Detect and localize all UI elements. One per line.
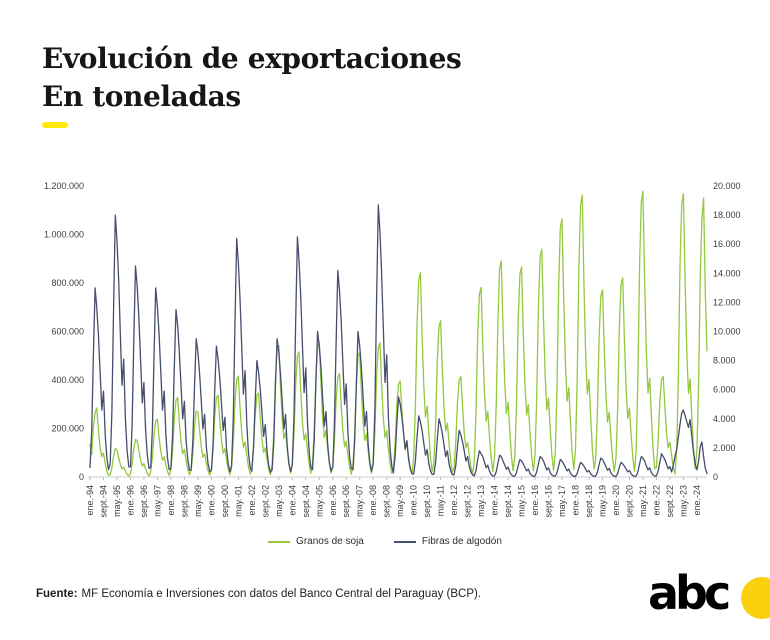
y-right-tick-label: 6.000 xyxy=(713,385,736,395)
y-right-tick-label: 10.000 xyxy=(713,327,741,337)
x-tick-label: sept.-14 xyxy=(503,485,513,518)
y-right-tick-label: 0 xyxy=(713,472,718,482)
chart-legend: Granos de soja Fibras de algodón xyxy=(0,536,770,547)
y-right-tick-label: 2.000 xyxy=(713,443,736,453)
x-tick-label: may.-01 xyxy=(233,485,243,517)
algodon-line xyxy=(89,204,708,478)
x-tick-label: ene.-18 xyxy=(571,485,581,516)
y-left-tick-label: 0 xyxy=(79,472,84,482)
x-tick-label: sept.-04 xyxy=(301,485,311,518)
x-tick-label: sept.-18 xyxy=(584,485,594,518)
y-left-tick-label: 200.000 xyxy=(51,424,84,434)
x-tick-label: sept.-06 xyxy=(341,485,351,518)
abc-logo-text: abc xyxy=(648,566,731,620)
y-left-tick-label: 1.200.000 xyxy=(44,181,84,191)
legend-item-algodon: Fibras de algodón xyxy=(393,536,502,547)
x-tick-label: may.-21 xyxy=(638,485,648,517)
x-tick-label: ene.-04 xyxy=(287,485,297,516)
page-title-line1: Evolución de exportaciones xyxy=(42,42,462,75)
y-right-tick-label: 4.000 xyxy=(713,414,736,424)
x-tick-label: ene.-00 xyxy=(206,485,216,516)
x-tick-label: sept.-10 xyxy=(422,485,432,518)
y-left-tick-label: 600.000 xyxy=(51,327,84,337)
x-tick-label: ene.-12 xyxy=(449,485,459,516)
x-tick-label: may.-05 xyxy=(314,485,324,517)
x-tick-label: may.-13 xyxy=(476,485,486,517)
y-left-tick-label: 800.000 xyxy=(51,278,84,288)
x-tick-label: ene.-14 xyxy=(490,485,500,516)
x-tick-label: ene.-20 xyxy=(611,485,621,516)
algodon-line-swatch xyxy=(393,540,416,543)
source-label: Fuente: xyxy=(36,588,78,600)
x-tick-label: ene.-10 xyxy=(409,485,419,516)
x-tick-label: may.-95 xyxy=(112,485,122,517)
y-right-tick-label: 8.000 xyxy=(713,356,736,366)
legend-label-algodon: Fibras de algodón xyxy=(421,536,502,547)
x-tick-label: sept.-96 xyxy=(139,485,149,518)
x-tick-label: sept.-22 xyxy=(665,485,675,518)
x-tick-label: may.-03 xyxy=(274,485,284,517)
x-tick-label: sept.-00 xyxy=(220,485,230,518)
x-tick-label: sept.-02 xyxy=(260,485,270,518)
x-tick-label: ene.-08 xyxy=(368,485,378,516)
y-right-tick-label: 14.000 xyxy=(713,268,741,278)
abc-logo-dot xyxy=(741,577,770,619)
title-accent-bar xyxy=(42,122,68,128)
x-tick-label: may.-15 xyxy=(517,485,527,517)
x-tick-label: may.-17 xyxy=(557,485,567,517)
x-tick-label: sept.-94 xyxy=(98,485,108,518)
x-tick-label: sept.-12 xyxy=(463,485,473,518)
source-text: MF Economía e Inversiones con datos del … xyxy=(81,588,482,600)
y-right-tick-label: 18.000 xyxy=(713,210,741,220)
page-title: Evolución de exportaciones En toneladas xyxy=(42,40,462,116)
x-tick-label: ene.-16 xyxy=(530,485,540,516)
source-note: Fuente: MF Economía e Inversiones con dat… xyxy=(36,588,481,600)
x-tick-label: ene.-22 xyxy=(651,485,661,516)
soja-line-swatch xyxy=(268,540,291,543)
x-tick-label: may.-99 xyxy=(193,485,203,517)
x-tick-label: ene.-06 xyxy=(328,485,338,516)
y-left-tick-label: 1.000.000 xyxy=(44,230,84,240)
y-right-tick-label: 20.000 xyxy=(713,181,741,191)
x-tick-label: ene.-02 xyxy=(247,485,257,516)
x-tick-label: may.-23 xyxy=(678,485,688,517)
x-tick-label: may.-97 xyxy=(152,485,162,517)
x-tick-label: sept.-20 xyxy=(624,485,634,518)
x-tick-label: sept.-98 xyxy=(179,485,189,518)
x-tick-label: may.-11 xyxy=(436,485,446,516)
abc-logo: abc xyxy=(648,566,770,626)
y-left-tick-label: 400.000 xyxy=(51,375,84,385)
page-title-line2: En toneladas xyxy=(42,80,241,113)
x-tick-label: may.-07 xyxy=(355,485,365,517)
x-tick-label: ene.-94 xyxy=(85,485,95,516)
x-tick-label: ene.-96 xyxy=(125,485,135,516)
x-tick-label: may.-19 xyxy=(597,485,607,517)
x-tick-label: ene.-24 xyxy=(692,485,702,516)
y-right-tick-label: 16.000 xyxy=(713,239,741,249)
x-tick-label: sept.-08 xyxy=(382,485,392,518)
x-tick-label: may.-09 xyxy=(395,485,405,517)
legend-label-soja: Granos de soja xyxy=(296,536,364,547)
x-tick-label: ene.-98 xyxy=(166,485,176,516)
y-right-tick-label: 12.000 xyxy=(713,297,741,307)
legend-item-soja: Granos de soja xyxy=(268,536,364,547)
x-tick-label: sept.-16 xyxy=(544,485,554,518)
soja-line xyxy=(89,190,708,477)
